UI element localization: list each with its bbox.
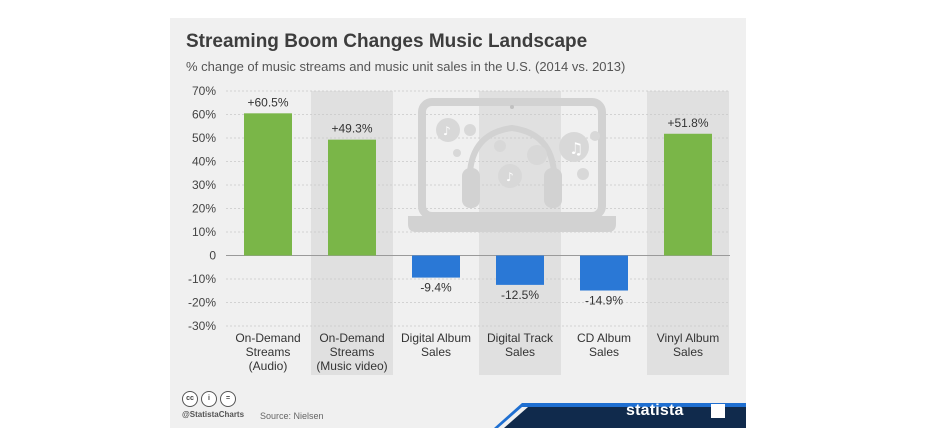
music-bubble-shape xyxy=(436,118,460,142)
cc-icons: cc i = xyxy=(182,391,236,407)
y-tick-label: -10% xyxy=(188,272,216,286)
category-label: Sales xyxy=(505,345,535,359)
statista-handle[interactable]: @StatistaCharts xyxy=(182,410,245,419)
category-label: Sales xyxy=(673,345,703,359)
laptop-camera-dot xyxy=(510,105,514,109)
brand-banner xyxy=(494,403,746,428)
y-tick-label: 50% xyxy=(192,131,216,145)
bar xyxy=(496,255,544,285)
y-tick-label: 0 xyxy=(209,249,216,263)
data-label: -9.4% xyxy=(420,281,452,295)
laptop-headphones-music-icon: ♫ ♪ ♪ xyxy=(408,98,616,232)
license-block: cc i = @StatistaCharts xyxy=(182,391,244,419)
music-bubble-shape xyxy=(464,124,476,136)
music-bubble-shape xyxy=(527,145,547,165)
music-bubble-shape xyxy=(494,140,506,152)
bar xyxy=(664,133,712,256)
headphone-right-cup xyxy=(544,168,562,208)
category-label: CD Album xyxy=(577,331,631,345)
music-bubble-shape xyxy=(453,149,461,157)
data-label: -12.5% xyxy=(501,288,539,302)
data-label: +49.3% xyxy=(331,122,372,136)
y-tick-label: 30% xyxy=(192,178,216,192)
nd-icon: = xyxy=(220,391,236,407)
statista-logo-text[interactable]: statista xyxy=(626,402,684,419)
bar xyxy=(580,255,628,291)
category-label: Digital Album xyxy=(401,331,471,345)
data-label: +51.8% xyxy=(667,116,708,130)
laptop-base-shape xyxy=(408,216,616,232)
statista-logo-icon xyxy=(711,404,725,418)
bar xyxy=(244,113,292,256)
y-tick-label: -30% xyxy=(188,319,216,333)
music-note-icon: ♪ xyxy=(443,124,451,138)
bar-chart: 70% 60% 50% 40% 30% 20% 10% 0 -10% -20% -30% ♫ ♪ ♪ +60… xyxy=(188,84,730,375)
source-note: Source: Nielsen xyxy=(260,411,324,421)
brand-background xyxy=(504,407,746,428)
chart-card: Streaming Boom Changes Music Landscape %… xyxy=(170,18,746,428)
headphone-band-shape xyxy=(466,124,558,189)
y-tick-label: 40% xyxy=(192,155,216,169)
category-label: Sales xyxy=(589,345,619,359)
by-icon: i xyxy=(201,391,217,407)
category-label: Streams xyxy=(246,345,291,359)
music-bubble-shape xyxy=(498,164,522,188)
chart-title: Streaming Boom Changes Music Landscape xyxy=(186,31,588,52)
y-tick-label: 70% xyxy=(192,84,216,98)
category-label: On-Demand xyxy=(235,331,300,345)
category-label: Sales xyxy=(421,345,451,359)
category-label: (Audio) xyxy=(249,359,288,373)
y-tick-label: 10% xyxy=(192,225,216,239)
data-label: +60.5% xyxy=(247,95,288,109)
category-label: Streams xyxy=(330,345,375,359)
category-label: Digital Track xyxy=(487,331,554,345)
music-note-icon: ♪ xyxy=(506,170,514,184)
y-tick-label: 20% xyxy=(192,202,216,216)
music-note-icon: ♫ xyxy=(569,139,583,158)
category-label: Vinyl Album xyxy=(657,331,719,345)
y-tick-label: -20% xyxy=(188,296,216,310)
category-label: (Music video) xyxy=(316,359,387,373)
bar xyxy=(412,255,460,278)
chart-subtitle: % change of music streams and music unit… xyxy=(186,59,626,74)
music-bubble-shape xyxy=(577,168,589,180)
music-bubble-shape xyxy=(559,132,589,162)
y-tick-label: 60% xyxy=(192,108,216,122)
music-bubble-shape xyxy=(590,131,600,141)
cc-icon: cc xyxy=(182,391,198,407)
category-label: On-Demand xyxy=(319,331,384,345)
bar xyxy=(328,139,376,256)
data-label: -14.9% xyxy=(585,294,623,308)
headphone-left-cup xyxy=(462,168,480,208)
